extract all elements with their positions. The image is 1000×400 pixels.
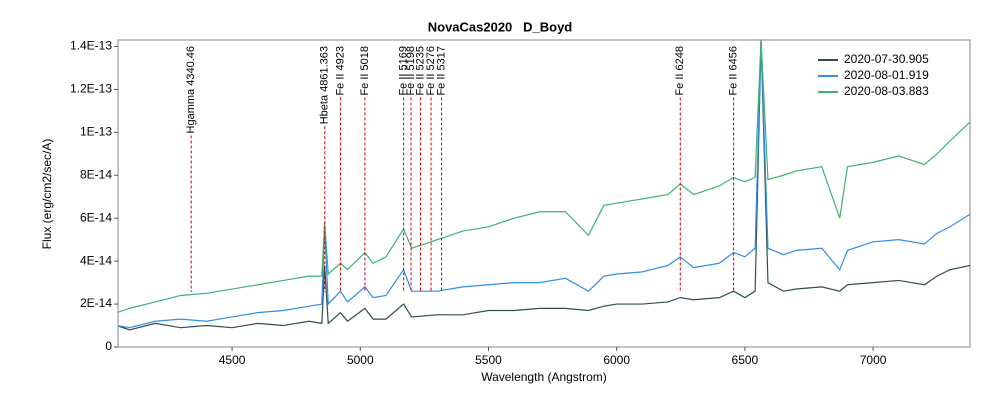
y-tick-label: 1.2E-13 — [70, 82, 112, 96]
series-line — [118, 40, 970, 313]
annotation-label: Fe II 4923 — [334, 46, 346, 96]
plot-frame — [117, 39, 971, 348]
x-tick-label: 6500 — [732, 353, 759, 367]
annotation-label: Fe II 5317 — [435, 46, 447, 96]
annotation-label: Fe II 5018 — [359, 46, 371, 96]
y-tick-label: 1E-13 — [80, 124, 112, 138]
y-tick-label: 6E-14 — [80, 210, 112, 224]
annotation-label: Hgamma 4340.46 — [185, 46, 197, 133]
annotation-label: Fe II 5276 — [425, 46, 437, 96]
x-tick-label: 5000 — [347, 353, 374, 367]
x-tick-label: 7000 — [860, 353, 887, 367]
y-tick-label: 8E-14 — [80, 167, 112, 181]
y-tick-label: 1.4E-13 — [70, 39, 112, 53]
y-axis-label: Flux (erg/cm2/sec/A) — [40, 139, 54, 250]
chart-title: NovaCas2020 D_Boyd — [428, 19, 573, 34]
annotation-label: Fe II 6248 — [674, 46, 686, 96]
legend-label: 2020-07-30.905 — [844, 52, 929, 66]
annotation-label: Fe II 5169 — [398, 46, 410, 96]
x-axis-label: Wavelength (Angstrom) — [481, 370, 607, 384]
annotation-label: Fe II 6456 — [728, 46, 740, 96]
y-tick-label: 0 — [105, 339, 112, 353]
x-tick-label: 5500 — [475, 353, 502, 367]
series-line — [118, 40, 970, 331]
annotation-label: Fe II 5235 — [414, 46, 426, 96]
x-tick-label: 6000 — [603, 353, 630, 367]
annotation-label: Fe II 5198 — [405, 46, 417, 96]
plot-area — [118, 40, 970, 331]
y-tick-label: 2E-14 — [80, 296, 112, 310]
x-tick-label: 4500 — [219, 353, 246, 367]
y-tick-label: 4E-14 — [80, 253, 112, 267]
series-line — [118, 40, 970, 329]
annotation-label: Hbeta 4861.363 — [319, 46, 331, 124]
legend-label: 2020-08-01.919 — [844, 68, 929, 82]
legend-label: 2020-08-03.883 — [844, 84, 929, 98]
